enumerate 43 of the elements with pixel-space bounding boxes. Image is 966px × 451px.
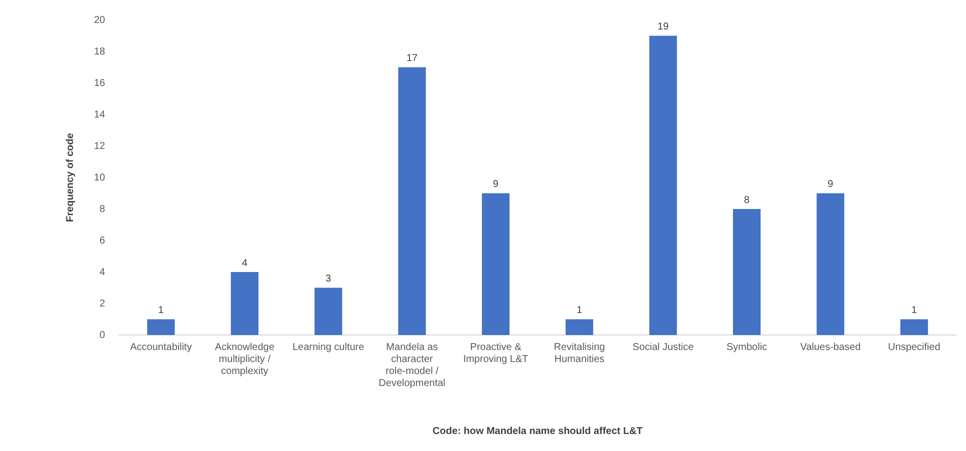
bar — [900, 319, 928, 335]
x-tick-label: Symbolic — [726, 342, 768, 353]
bar — [732, 209, 761, 335]
bar — [566, 319, 594, 335]
x-axis-title: Code: how Mandela name should affect L&T — [432, 426, 643, 437]
y-tick-label: 20 — [94, 14, 106, 26]
y-tick-label: 0 — [100, 330, 106, 341]
x-tick-label: Revitalising Humanities — [554, 342, 605, 365]
bar — [230, 272, 258, 335]
data-label: 3 — [326, 274, 332, 284]
x-tick-label: Values-based — [800, 342, 861, 353]
x-tick-label: Learning culture — [292, 342, 365, 353]
y-tick-label: 10 — [94, 172, 106, 184]
y-tick-label: 18 — [94, 46, 106, 58]
x-tick-label: Unspecified — [888, 342, 940, 353]
data-label: 1 — [576, 305, 583, 316]
bar — [649, 36, 677, 335]
y-tick-label: 8 — [100, 204, 106, 215]
y-tick-label: 14 — [94, 109, 106, 120]
data-label: 17 — [406, 53, 418, 64]
data-label: 1 — [158, 305, 164, 316]
data-label: 9 — [492, 179, 499, 190]
bar — [816, 193, 844, 335]
y-tick-label: 16 — [94, 78, 106, 89]
data-label: 9 — [828, 179, 834, 190]
x-tick-label: Accountability — [130, 342, 192, 353]
data-label: 8 — [744, 194, 750, 206]
data-label: 4 — [242, 258, 248, 269]
y-tick-label: 12 — [94, 140, 106, 152]
y-tick-label: 6 — [100, 235, 106, 246]
bar — [314, 288, 342, 335]
bar — [147, 319, 175, 335]
bar — [398, 67, 426, 335]
bar — [482, 193, 510, 335]
y-tick-label: 2 — [100, 298, 106, 310]
y-axis-title: Frequency of code — [64, 132, 76, 222]
x-tick-label: Mandela as character role-model / Developmental — [378, 342, 446, 389]
x-tick-label: Acknowledge multiplicity / complexity — [214, 342, 275, 377]
x-tick-label: Proactive & Improving L&T — [463, 342, 528, 365]
x-tick-label: Social Justice — [632, 342, 694, 353]
data-label: 19 — [658, 22, 670, 32]
data-label: 1 — [911, 305, 918, 316]
y-tick-label: 4 — [100, 266, 106, 278]
